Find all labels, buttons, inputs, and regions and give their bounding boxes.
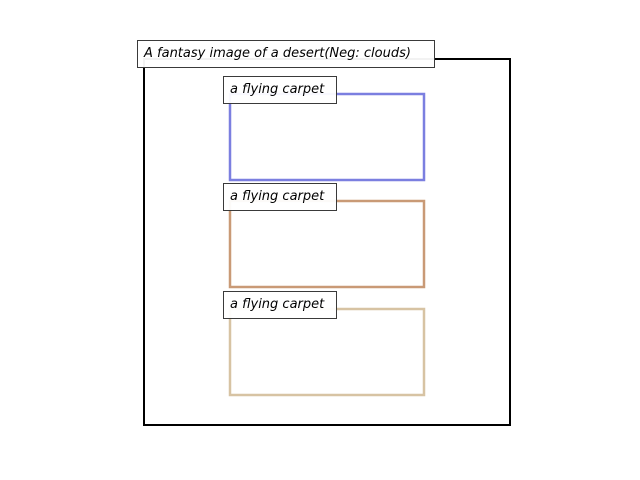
- scene-caption: A fantasy image of a desert(Neg: clouds): [137, 40, 435, 68]
- carpet-box-2: [228, 199, 426, 289]
- scene-frame: [143, 58, 511, 426]
- carpet-label-3: a flying carpet: [223, 291, 337, 319]
- carpet-box-3: [228, 307, 426, 397]
- carpet-label-1: a flying carpet: [223, 76, 337, 104]
- carpet-label-2: a flying carpet: [223, 183, 337, 211]
- carpet-box-1: [228, 92, 426, 182]
